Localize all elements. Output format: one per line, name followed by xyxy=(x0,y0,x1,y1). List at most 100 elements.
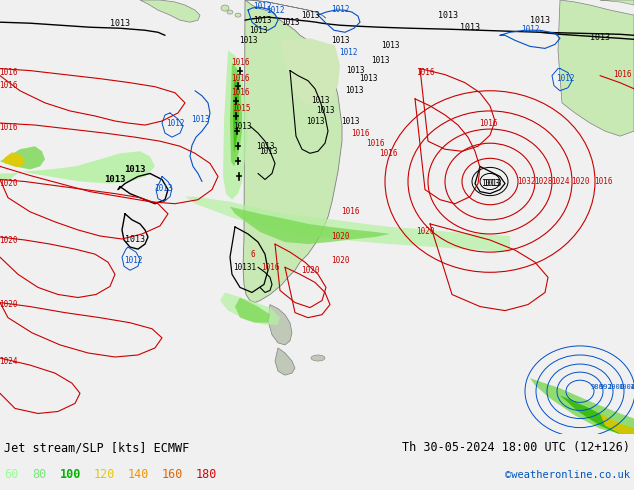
Ellipse shape xyxy=(311,355,325,361)
Text: 80: 80 xyxy=(32,468,46,481)
Text: 60: 60 xyxy=(4,468,18,481)
Polygon shape xyxy=(233,75,239,153)
Text: 1013: 1013 xyxy=(345,86,363,95)
Text: 1013: 1013 xyxy=(233,122,251,130)
Text: 1016: 1016 xyxy=(612,70,631,79)
Text: 1020: 1020 xyxy=(331,256,349,265)
Polygon shape xyxy=(275,348,295,375)
Text: 992: 992 xyxy=(600,384,612,390)
Text: 1020: 1020 xyxy=(571,177,589,186)
Text: 1008: 1008 xyxy=(630,384,634,390)
Polygon shape xyxy=(280,38,340,106)
Text: 1016: 1016 xyxy=(261,263,279,272)
Text: 1016: 1016 xyxy=(594,177,612,186)
Ellipse shape xyxy=(227,10,233,14)
Text: Jet stream/SLP [kts] ECMWF: Jet stream/SLP [kts] ECMWF xyxy=(4,441,190,454)
Text: 980: 980 xyxy=(591,384,604,390)
Text: 1016: 1016 xyxy=(0,122,17,132)
Text: 1004: 1004 xyxy=(619,384,634,390)
Text: 1013: 1013 xyxy=(481,179,499,188)
Text: 1020: 1020 xyxy=(416,227,434,237)
Polygon shape xyxy=(243,0,342,302)
Text: 1013: 1013 xyxy=(460,23,480,32)
Text: 1013: 1013 xyxy=(590,33,610,42)
Text: 100: 100 xyxy=(60,468,81,481)
Text: 1013: 1013 xyxy=(316,106,334,116)
Text: 1012: 1012 xyxy=(253,1,271,11)
Polygon shape xyxy=(0,146,45,170)
Text: 1013: 1013 xyxy=(281,18,299,26)
Text: 1013: 1013 xyxy=(256,142,275,151)
Text: 1016: 1016 xyxy=(351,128,369,138)
Text: ©weatheronline.co.uk: ©weatheronline.co.uk xyxy=(505,470,630,480)
Text: 1013: 1013 xyxy=(191,115,209,123)
Polygon shape xyxy=(560,395,634,434)
Text: 1013: 1013 xyxy=(124,165,146,174)
Polygon shape xyxy=(140,0,200,22)
Text: 1013: 1013 xyxy=(346,66,365,75)
Polygon shape xyxy=(0,151,155,184)
Text: 1013: 1013 xyxy=(154,184,172,193)
Text: 1016: 1016 xyxy=(366,139,384,147)
Text: 1012: 1012 xyxy=(331,4,349,14)
Text: 1013: 1013 xyxy=(371,56,389,65)
Text: 1016: 1016 xyxy=(0,81,17,90)
Text: 1013: 1013 xyxy=(311,97,329,105)
Text: 1012: 1012 xyxy=(556,74,574,83)
Text: 120: 120 xyxy=(94,468,115,481)
Text: 1016: 1016 xyxy=(378,149,398,158)
Text: 1013: 1013 xyxy=(438,11,458,20)
Polygon shape xyxy=(235,297,270,323)
Text: 1016: 1016 xyxy=(231,74,249,83)
Text: 1012: 1012 xyxy=(266,5,284,15)
Text: 1013: 1013 xyxy=(125,235,145,244)
Polygon shape xyxy=(185,196,510,252)
Text: 1013: 1013 xyxy=(110,19,130,28)
Text: 1020: 1020 xyxy=(0,236,17,245)
Text: 1013: 1013 xyxy=(239,36,257,45)
Text: 1013: 1013 xyxy=(249,26,268,35)
Text: 10131: 10131 xyxy=(233,263,257,272)
Text: 1016: 1016 xyxy=(231,58,249,67)
Text: 1000: 1000 xyxy=(607,384,624,390)
Polygon shape xyxy=(558,0,634,136)
Text: 1020: 1020 xyxy=(0,179,17,188)
Ellipse shape xyxy=(221,5,229,11)
Polygon shape xyxy=(530,378,634,434)
Text: 1012: 1012 xyxy=(165,119,184,127)
Polygon shape xyxy=(268,305,292,345)
Polygon shape xyxy=(245,0,326,18)
Text: 1016: 1016 xyxy=(340,207,359,216)
Text: 1013: 1013 xyxy=(359,74,377,83)
Text: 1013: 1013 xyxy=(381,41,399,50)
Text: 1024: 1024 xyxy=(0,357,17,366)
Text: 1013: 1013 xyxy=(306,117,324,125)
Text: 1016: 1016 xyxy=(479,119,497,127)
Text: 1024: 1024 xyxy=(551,177,569,186)
Text: 1020: 1020 xyxy=(0,300,17,309)
Text: 1013: 1013 xyxy=(104,175,126,184)
Text: 1013: 1013 xyxy=(331,36,349,45)
Text: 160: 160 xyxy=(162,468,183,481)
Text: 6: 6 xyxy=(250,249,256,259)
Polygon shape xyxy=(230,63,242,167)
Text: 1013: 1013 xyxy=(259,147,277,156)
Text: 1020: 1020 xyxy=(301,266,320,275)
Polygon shape xyxy=(230,207,390,244)
Text: 140: 140 xyxy=(128,468,150,481)
Text: 1028: 1028 xyxy=(534,177,552,186)
Text: 180: 180 xyxy=(196,468,217,481)
Polygon shape xyxy=(600,414,634,434)
Polygon shape xyxy=(220,293,280,325)
Text: 1020: 1020 xyxy=(331,232,349,242)
Text: 1016: 1016 xyxy=(0,68,17,77)
Text: 1013: 1013 xyxy=(301,11,320,20)
Polygon shape xyxy=(600,0,634,5)
Polygon shape xyxy=(223,50,248,200)
Text: 1015: 1015 xyxy=(232,104,250,113)
Ellipse shape xyxy=(235,13,241,17)
Text: 1012: 1012 xyxy=(124,256,142,265)
Polygon shape xyxy=(3,152,25,168)
Text: Th 30-05-2024 18:00 UTC (12+126): Th 30-05-2024 18:00 UTC (12+126) xyxy=(402,441,630,454)
Text: 1012: 1012 xyxy=(521,25,540,34)
